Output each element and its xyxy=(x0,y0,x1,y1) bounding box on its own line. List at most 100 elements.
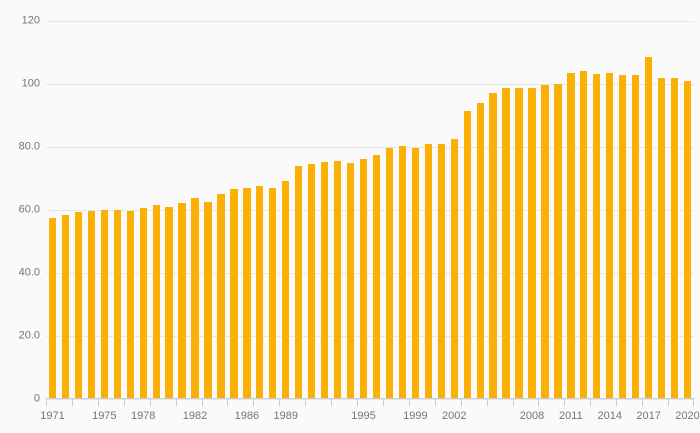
bar[interactable] xyxy=(515,87,523,399)
y-axis-tick-label: 80.0 xyxy=(18,140,40,153)
bar[interactable] xyxy=(346,162,355,399)
bar[interactable] xyxy=(541,84,549,399)
bar[interactable] xyxy=(74,211,83,399)
x-axis-tick xyxy=(668,399,670,406)
bar-series xyxy=(46,21,694,399)
bar[interactable] xyxy=(113,209,121,399)
bar[interactable] xyxy=(191,198,199,399)
x-axis-tick xyxy=(357,399,359,406)
bar[interactable] xyxy=(580,71,588,399)
bar[interactable] xyxy=(204,202,212,399)
bar[interactable] xyxy=(476,102,484,399)
y-axis-labels: 0 20.0 40.0 60.0 80.0 100 120 xyxy=(0,0,40,433)
bar[interactable] xyxy=(139,207,147,399)
bar[interactable] xyxy=(333,161,342,399)
x-axis-tick xyxy=(123,399,125,406)
bar[interactable] xyxy=(87,210,95,399)
bar[interactable] xyxy=(489,93,497,399)
bar[interactable] xyxy=(126,210,134,399)
bar[interactable] xyxy=(230,189,238,399)
bar[interactable] xyxy=(48,217,57,399)
x-axis-tick-label: 2011 xyxy=(559,410,583,422)
x-axis-tick-label: 1999 xyxy=(403,410,428,422)
x-axis-tick xyxy=(382,399,384,406)
x-axis-tick-label: 1986 xyxy=(234,410,260,422)
bar[interactable] xyxy=(165,207,173,399)
bar[interactable] xyxy=(554,84,562,399)
x-axis-tick-label: 1978 xyxy=(130,410,156,422)
x-axis-tick xyxy=(279,399,281,406)
y-axis-tick-label: 60.0 xyxy=(18,203,40,216)
bar[interactable] xyxy=(670,77,679,399)
bar[interactable] xyxy=(645,56,653,399)
bar[interactable] xyxy=(450,138,458,399)
x-axis-tick xyxy=(331,399,333,406)
bar[interactable] xyxy=(528,88,536,399)
bar[interactable] xyxy=(567,72,575,399)
bar[interactable] xyxy=(269,187,277,399)
bar[interactable] xyxy=(308,164,316,399)
x-axis-tick xyxy=(227,399,229,406)
y-axis-tick-label: 120 xyxy=(21,14,40,27)
bar[interactable] xyxy=(359,158,368,399)
x-axis-tick xyxy=(149,399,151,406)
x-axis-tick xyxy=(512,399,514,406)
y-axis-tick-label: 20.0 xyxy=(18,329,40,342)
x-axis-line xyxy=(46,398,694,399)
bar[interactable] xyxy=(243,188,251,399)
x-axis-tick-label: 1975 xyxy=(92,410,117,422)
bar[interactable] xyxy=(100,210,108,399)
x-axis-tick xyxy=(693,399,694,406)
x-axis-tick xyxy=(253,399,255,406)
bar[interactable] xyxy=(619,74,627,399)
x-axis-tick xyxy=(305,399,307,406)
bar[interactable] xyxy=(152,205,160,399)
bar[interactable] xyxy=(61,215,70,399)
x-axis-tick xyxy=(538,399,540,406)
bar[interactable] xyxy=(606,73,614,399)
x-axis-tick xyxy=(408,399,410,406)
x-axis-tick xyxy=(590,399,592,406)
plot-area xyxy=(46,21,694,400)
y-axis-tick-label: 40.0 xyxy=(18,266,40,279)
x-axis-tick-label: 1995 xyxy=(351,410,376,422)
x-axis-tick xyxy=(616,399,618,406)
bar[interactable] xyxy=(463,110,471,399)
bar[interactable] xyxy=(217,193,225,399)
x-axis-tick-label: 2020 xyxy=(675,410,700,422)
bar[interactable] xyxy=(295,166,303,399)
x-axis-tick xyxy=(434,399,436,406)
bar[interactable] xyxy=(657,78,666,399)
bar[interactable] xyxy=(372,154,381,399)
x-axis: 1971 1975 1978 1982 1986 1989 1995 1999 2002 2008… xyxy=(40,399,700,433)
x-axis-tick-label: 1982 xyxy=(182,410,208,422)
x-axis-tick xyxy=(201,399,203,406)
x-axis-tick xyxy=(46,399,47,406)
x-axis-tick-label: 1971 xyxy=(40,410,65,422)
y-axis-tick-label: 0 xyxy=(33,392,40,405)
bar[interactable] xyxy=(411,148,419,399)
x-axis-tick xyxy=(564,399,566,406)
x-axis-tick-label: 2017 xyxy=(636,410,661,422)
bar[interactable] xyxy=(593,74,601,399)
x-axis-tick xyxy=(175,399,177,406)
bar[interactable] xyxy=(424,144,432,399)
x-axis-tick-label: 2002 xyxy=(441,410,467,422)
bar[interactable] xyxy=(256,185,264,399)
bar[interactable] xyxy=(502,88,510,399)
bar[interactable] xyxy=(632,75,640,399)
x-axis-tick-label: 1989 xyxy=(273,410,298,422)
x-axis-tick xyxy=(71,399,73,406)
bar[interactable] xyxy=(178,202,186,399)
x-axis-tick xyxy=(460,399,462,406)
bar[interactable] xyxy=(385,148,394,399)
bar[interactable] xyxy=(683,81,692,399)
bar[interactable] xyxy=(321,162,329,399)
bar[interactable] xyxy=(398,146,407,399)
bar[interactable] xyxy=(437,143,445,399)
x-axis-tick-label: 2014 xyxy=(597,410,622,422)
x-axis-tick xyxy=(642,399,644,406)
bar[interactable] xyxy=(282,181,290,399)
y-axis-tick-label: 100 xyxy=(21,77,40,90)
